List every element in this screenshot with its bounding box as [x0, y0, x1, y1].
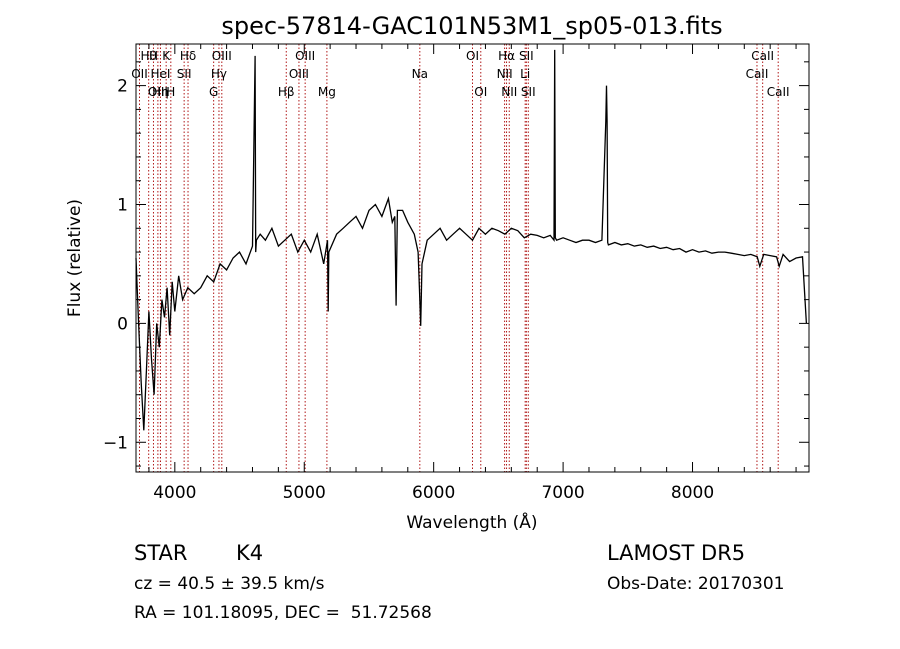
redshift-cz: cz = 40.5 ± 39.5 km/s — [134, 574, 325, 594]
x-tick-label: 6000 — [412, 483, 455, 503]
y-tick-label: 1 — [117, 196, 128, 216]
line-label: Hγ — [211, 67, 227, 81]
line-label: SII — [521, 85, 536, 99]
line-label: SII — [519, 49, 534, 63]
line-label: Li — [520, 67, 530, 81]
line-label: HeI — [150, 67, 170, 81]
plot-frame — [135, 43, 810, 473]
line-label: OIII — [295, 49, 315, 63]
y-tick-label: 2 — [117, 77, 128, 97]
x-tick-label: 4000 — [153, 483, 196, 503]
y-tick-label: 0 — [117, 314, 128, 334]
line-label: Hβ — [278, 85, 295, 99]
line-label: OIII — [148, 85, 168, 99]
line-label: Hα — [498, 49, 515, 63]
line-label: OII — [131, 67, 148, 81]
spectrum-line — [135, 49, 808, 431]
y-axis: −1 0 1 2 — [103, 61, 809, 467]
line-label: G — [209, 85, 218, 99]
line-label: H — [166, 85, 175, 99]
line-label: SII — [177, 67, 192, 81]
line-label: CaII — [751, 49, 774, 63]
line-label: OI — [466, 49, 479, 63]
object-class: STAR — [134, 541, 188, 565]
x-tick-label: 5000 — [283, 483, 326, 503]
line-label: NII — [497, 67, 513, 81]
y-tick-label: −1 — [103, 433, 128, 453]
x-axis: 4000 5000 6000 7000 8000 — [148, 44, 797, 503]
line-label: CaII — [746, 67, 769, 81]
line-label: OI — [474, 85, 487, 99]
line-markers — [138, 44, 779, 472]
line-label: Na — [412, 67, 428, 81]
coordinates: RA = 101.18095, DEC = 51.72568 — [134, 603, 432, 623]
x-tick-label: 8000 — [671, 483, 714, 503]
line-label: Hθ — [140, 49, 156, 63]
line-label: K — [162, 49, 171, 63]
line-label: NII — [501, 85, 517, 99]
line-label: OIII — [289, 67, 309, 81]
y-axis-label: Flux (relative) — [65, 199, 85, 317]
survey-name: LAMOST DR5 — [607, 541, 746, 565]
line-label: OIII — [212, 49, 232, 63]
x-axis-label: Wavelength (Å) — [406, 511, 537, 533]
line-label: H — [149, 49, 158, 63]
line-label: CaII — [767, 85, 790, 99]
object-subclass: K4 — [236, 541, 264, 565]
line-label: Mg — [318, 85, 336, 99]
obs-date: Obs-Date: 20170301 — [607, 574, 785, 594]
x-tick-label: 7000 — [541, 483, 584, 503]
line-label: Hδ — [180, 49, 196, 63]
line-label: Hη — [152, 85, 169, 99]
chart-title: spec-57814-GAC101N53M1_sp05-013.fits — [221, 12, 722, 40]
